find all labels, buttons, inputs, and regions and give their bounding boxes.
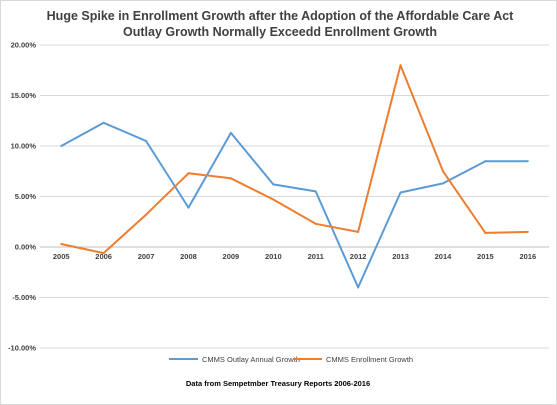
y-tick-label: 0.00% bbox=[15, 243, 37, 252]
data-point-enrollment bbox=[272, 198, 275, 201]
x-tick-label: 2005 bbox=[53, 252, 70, 261]
data-point-enrollment bbox=[399, 64, 402, 67]
data-point-enrollment bbox=[145, 213, 148, 216]
x-tick-label: 2009 bbox=[223, 252, 240, 261]
x-axis-tick-labels: 2005 2006 2007 2008 2009 2010 2011 2012 2013 2014… bbox=[53, 252, 536, 261]
legend-label-enrollment: CMMS Enrollment Growth bbox=[326, 355, 413, 364]
data-point-enrollment bbox=[229, 177, 232, 180]
data-point-outlay bbox=[60, 145, 63, 147]
chart-title-line-1: Huge Spike in Enrollment Growth after th… bbox=[47, 9, 515, 23]
x-tick-label: 2011 bbox=[308, 252, 324, 261]
x-tick-label: 2006 bbox=[95, 252, 112, 261]
data-point-outlay bbox=[357, 286, 360, 289]
data-point-enrollment bbox=[314, 222, 317, 225]
x-tick-label: 2015 bbox=[477, 252, 494, 261]
gridlines bbox=[40, 44, 549, 349]
data-point-enrollment bbox=[484, 231, 487, 234]
y-tick-label: 20.00% bbox=[11, 41, 37, 50]
x-tick-label: 2016 bbox=[519, 252, 536, 261]
y-tick-label: 15.00% bbox=[11, 91, 37, 100]
x-tick-label: 2014 bbox=[435, 252, 453, 261]
data-point-enrollment bbox=[60, 242, 63, 245]
data-point-outlay bbox=[102, 121, 105, 124]
data-point-outlay bbox=[272, 183, 275, 186]
data-point-outlay bbox=[145, 139, 148, 142]
x-tick-label: 2007 bbox=[138, 252, 155, 261]
y-tick-label: 5.00% bbox=[15, 192, 37, 201]
chart-title-line-2: Outlay Growth Normally Exceedd Enrollmen… bbox=[123, 25, 437, 39]
data-point-enrollment bbox=[357, 230, 360, 233]
data-point-outlay bbox=[484, 160, 487, 163]
x-tick-label: 2013 bbox=[392, 252, 409, 261]
y-tick-label: -10.00% bbox=[8, 344, 36, 353]
x-tick-label: 2010 bbox=[265, 252, 282, 261]
legend: CMMS Outlay Annual Growth CMMS Enrollmen… bbox=[169, 355, 413, 364]
data-point-outlay bbox=[441, 182, 444, 185]
series-line-enrollment bbox=[60, 64, 528, 255]
data-point-enrollment bbox=[526, 230, 529, 233]
data-point-outlay bbox=[187, 206, 190, 209]
y-tick-label: -5.00% bbox=[12, 293, 36, 302]
x-tick-label: 2012 bbox=[350, 252, 367, 261]
legend-label-outlay: CMMS Outlay Annual Growth bbox=[202, 355, 300, 364]
series-line-outlay bbox=[60, 121, 528, 289]
x-tick-label: 2008 bbox=[180, 252, 197, 261]
data-point-enrollment bbox=[102, 252, 105, 255]
y-axis-tick-labels: 20.00% 15.00% 10.00% 5.00% 0.00% -5.00% -10.00… bbox=[8, 41, 36, 353]
data-point-outlay bbox=[229, 131, 232, 134]
data-point-outlay bbox=[526, 160, 529, 163]
data-point-outlay bbox=[399, 191, 402, 194]
data-point-enrollment bbox=[187, 172, 190, 175]
data-point-enrollment bbox=[441, 170, 444, 173]
data-point-outlay bbox=[314, 190, 317, 193]
y-tick-label: 10.00% bbox=[11, 142, 37, 151]
series-lines bbox=[60, 64, 529, 289]
chart-caption: Data from Sempetmber Treasury Reports 20… bbox=[186, 379, 370, 388]
